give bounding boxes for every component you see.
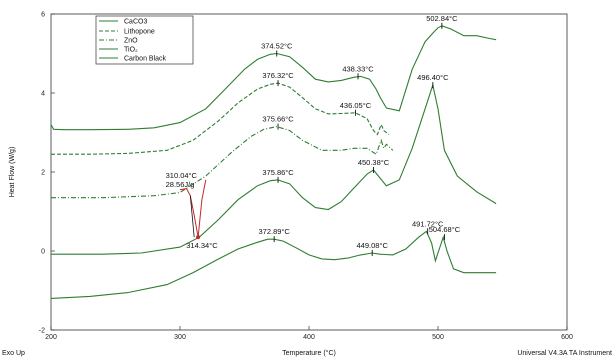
peak-label: 504.68°C (429, 225, 461, 234)
zno-onset-label: 310.04°C (166, 171, 198, 180)
zno-transition-curve (179, 179, 207, 238)
y-tick-label: 2 (41, 170, 45, 177)
peak-label: 375.66°C (262, 115, 294, 124)
peak-label: 436.05°C (340, 101, 372, 110)
series-line-zno (51, 126, 394, 199)
legend-label-tio2: TiO₂ (124, 47, 138, 54)
footer-exo-up: Exo Up (2, 350, 25, 357)
x-axis-label: Temperature (°C) (282, 349, 336, 357)
x-tick-label: 200 (45, 334, 57, 341)
series-line-caco3 (50, 25, 497, 131)
peak-label: 502.84°C (426, 14, 458, 23)
zno-enthalpy-label: 28.56J/g (166, 180, 195, 189)
legend: CaCO3 Lithopone ZnO TiO₂ Carbon Black (95, 15, 194, 65)
peak-label: 375.86°C (262, 168, 294, 177)
series-line-tio (51, 83, 497, 255)
zno-peak-marker (196, 235, 201, 240)
peak-label: 374.52°C (261, 42, 293, 51)
peak-label: 438.33°C (342, 64, 374, 73)
peak-label: 496.40°C (417, 73, 449, 82)
zno-peak-label: 314.34°C (186, 241, 218, 250)
zno-baseline-line (189, 195, 195, 238)
y-tick-label: 6 (41, 12, 45, 19)
legend-label-zno: ZnO (124, 38, 138, 45)
y-tick-label: -2 (39, 328, 45, 335)
peak-label: 450.38°C (358, 158, 390, 167)
x-tick-label: 500 (432, 334, 444, 341)
y-axis-label: Heat Flow (W/g) (9, 147, 16, 198)
y-tick-label: 4 (41, 91, 45, 98)
y-tick-label: 0 (41, 249, 45, 256)
series-line-carbon-black (50, 230, 497, 299)
x-tick-label: 400 (303, 334, 315, 341)
peak-label: 491.72°C (412, 219, 444, 228)
legend-label-caco3: CaCO3 (124, 19, 147, 26)
footer-instrument: Universal V4.3A TA Instrument (517, 350, 612, 357)
peak-label: 449.08°C (357, 241, 389, 250)
legend-label-lithopone: Lithopone (124, 29, 155, 36)
legend-label-carbon-black: Carbon Black (124, 56, 167, 63)
peak-label: 376.32°C (262, 71, 294, 80)
peak-label: 372.89°C (258, 227, 290, 236)
x-tick-label: 600 (561, 334, 573, 341)
x-tick-label: 300 (174, 334, 186, 341)
